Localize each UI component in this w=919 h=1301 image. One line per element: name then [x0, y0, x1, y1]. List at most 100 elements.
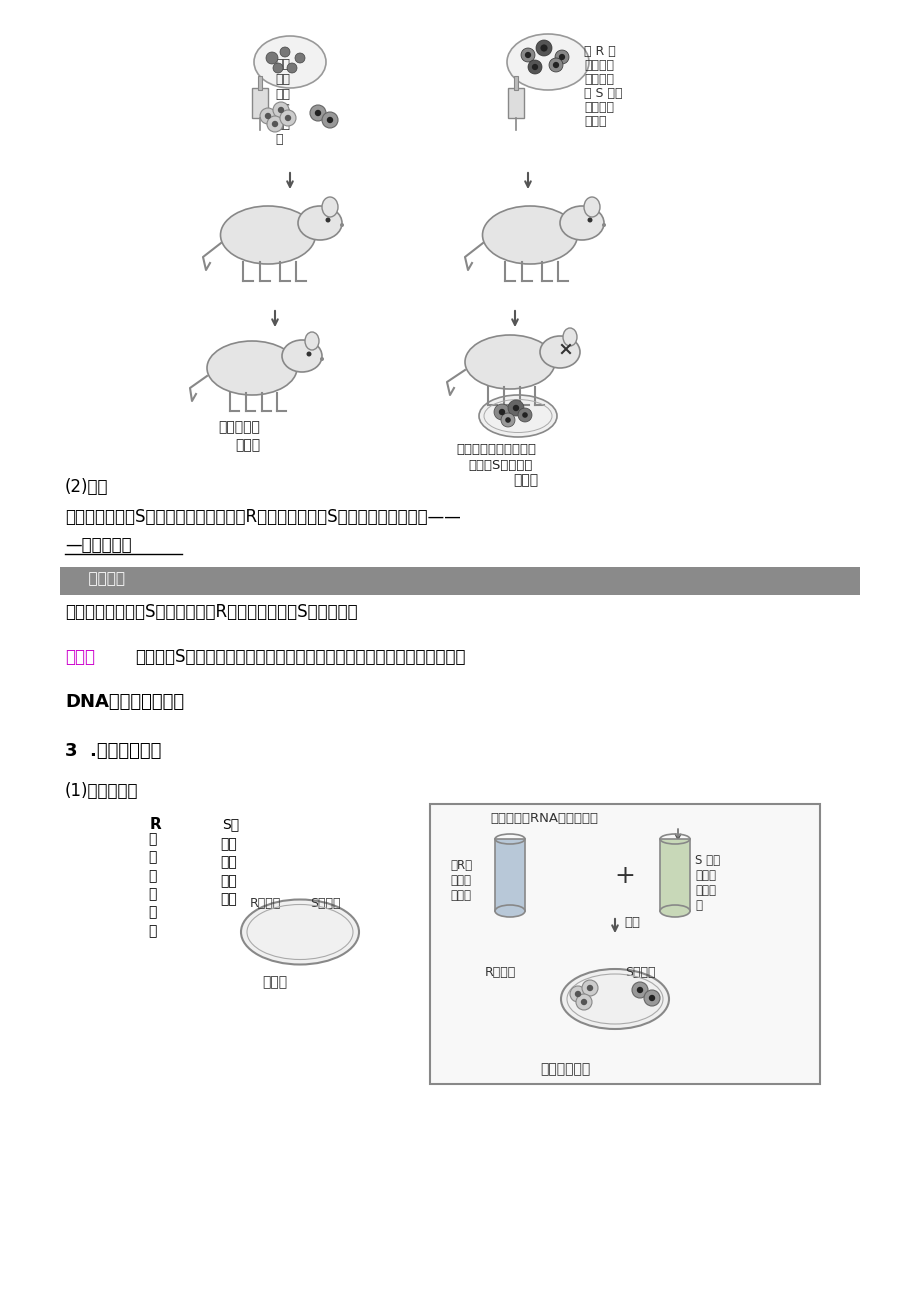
Ellipse shape — [305, 332, 319, 350]
Text: 型
细
菌
培
养
基: 型 细 菌 培 养 基 — [148, 833, 156, 938]
Text: 第二至第四组: 第二至第四组 — [539, 1062, 590, 1076]
Text: R: R — [150, 817, 162, 833]
Circle shape — [505, 418, 510, 423]
Ellipse shape — [482, 206, 577, 264]
Circle shape — [648, 995, 654, 1002]
Bar — [507, 88, 524, 118]
Ellipse shape — [298, 206, 342, 239]
Text: 为什么加热杀死的S型细菌还能使R型活细菌转化为S型活细菌？: 为什么加热杀死的S型细菌还能使R型活细菌转化为S型活细菌？ — [65, 602, 357, 621]
Ellipse shape — [322, 196, 337, 217]
Text: 小鼠死亡，从小鼠体内: 小鼠死亡，从小鼠体内 — [456, 444, 536, 455]
Text: +: + — [614, 864, 635, 889]
Circle shape — [554, 49, 568, 64]
Circle shape — [501, 412, 515, 427]
Text: —转化因子。: —转化因子。 — [65, 536, 131, 554]
Bar — [252, 88, 267, 118]
Ellipse shape — [241, 899, 358, 964]
Text: 已经加热致死的S型细菌，含有某种促使R型活细菌转化为S型活细菌的活性物质——: 已经加热致死的S型细菌，含有某种促使R型活细菌转化为S型活细菌的活性物质—— — [65, 507, 460, 526]
Text: 第三组: 第三组 — [234, 438, 260, 451]
Circle shape — [267, 116, 283, 131]
Text: 提示：: 提示： — [65, 648, 95, 666]
Text: (1)过程及现象: (1)过程及现象 — [65, 782, 139, 800]
Circle shape — [494, 405, 509, 420]
Text: S 型细
菌的细
胞提取
物: S 型细 菌的细 胞提取 物 — [694, 853, 720, 912]
Circle shape — [643, 990, 659, 1006]
Text: 小鼠不死亡: 小鼠不死亡 — [218, 420, 259, 435]
Circle shape — [279, 47, 289, 57]
Ellipse shape — [464, 334, 554, 389]
Bar — [60, 567, 859, 595]
Circle shape — [320, 356, 323, 360]
Circle shape — [587, 217, 592, 222]
Circle shape — [498, 409, 505, 415]
Circle shape — [285, 114, 291, 121]
Text: R型细菌: R型细菌 — [484, 967, 516, 978]
Text: 蛋白酶（或RNA酶、酯酶）: 蛋白酶（或RNA酶、酯酶） — [490, 812, 597, 825]
Text: (2)结论: (2)结论 — [65, 477, 108, 496]
Ellipse shape — [479, 396, 556, 437]
Text: 后注射: 后注射 — [584, 114, 606, 127]
Circle shape — [266, 52, 278, 64]
Text: R型细菌: R型细菌 — [250, 896, 281, 909]
Text: 第一组: 第一组 — [262, 974, 287, 989]
Text: 注射
加热
致死
的S
型细
菌: 注射 加热 致死 的S 型细 菌 — [275, 59, 290, 146]
Circle shape — [631, 982, 647, 998]
Text: 混合: 混合 — [623, 916, 640, 929]
Circle shape — [271, 121, 278, 127]
Circle shape — [279, 111, 296, 126]
Bar — [494, 839, 525, 911]
Circle shape — [310, 105, 325, 121]
Circle shape — [570, 986, 585, 1002]
Circle shape — [260, 108, 276, 124]
Circle shape — [273, 62, 283, 73]
Text: 微思考】: 微思考】 — [78, 571, 125, 585]
Ellipse shape — [561, 969, 668, 1029]
Text: 将 R 型: 将 R 型 — [584, 46, 615, 59]
Text: S型细菌: S型细菌 — [310, 896, 340, 909]
Circle shape — [539, 44, 547, 52]
Ellipse shape — [254, 36, 325, 88]
Circle shape — [580, 999, 586, 1006]
Bar — [659, 839, 689, 911]
Circle shape — [536, 40, 551, 56]
Text: DNA分子没有失活。: DNA分子没有失活。 — [65, 693, 184, 712]
Circle shape — [552, 62, 559, 68]
Circle shape — [287, 62, 297, 73]
Circle shape — [340, 222, 344, 226]
Bar — [514, 75, 517, 90]
Ellipse shape — [659, 905, 689, 917]
Text: 的 S 型细: 的 S 型细 — [584, 87, 622, 100]
Circle shape — [325, 217, 330, 222]
Ellipse shape — [562, 328, 576, 346]
Circle shape — [582, 980, 597, 997]
Text: 第四组: 第四组 — [513, 474, 538, 487]
Ellipse shape — [494, 905, 525, 917]
Ellipse shape — [560, 206, 604, 239]
Text: S型细菌: S型细菌 — [624, 967, 654, 978]
Circle shape — [295, 53, 305, 62]
Circle shape — [326, 117, 333, 124]
Circle shape — [314, 109, 321, 116]
Circle shape — [574, 991, 581, 997]
Ellipse shape — [207, 341, 297, 396]
Circle shape — [528, 60, 541, 74]
Ellipse shape — [282, 340, 322, 372]
Circle shape — [273, 101, 289, 118]
Circle shape — [507, 399, 524, 416]
Text: 有R型
细菌的
培养基: 有R型 细菌的 培养基 — [449, 859, 471, 902]
Circle shape — [522, 412, 528, 418]
Ellipse shape — [539, 336, 579, 368]
Ellipse shape — [584, 196, 599, 217]
Circle shape — [306, 351, 312, 356]
Bar — [257, 75, 262, 90]
Circle shape — [601, 222, 606, 226]
Circle shape — [278, 107, 284, 113]
Circle shape — [524, 52, 530, 59]
Ellipse shape — [506, 34, 588, 90]
Circle shape — [322, 112, 337, 127]
Circle shape — [636, 986, 642, 993]
Text: 细菌
的细
胞提
取物: 细菌 的细 胞提 取物 — [220, 837, 236, 907]
Circle shape — [558, 53, 564, 60]
Text: S物: S物 — [221, 817, 239, 831]
Text: 分离出S型活细菌: 分离出S型活细菌 — [468, 459, 532, 472]
